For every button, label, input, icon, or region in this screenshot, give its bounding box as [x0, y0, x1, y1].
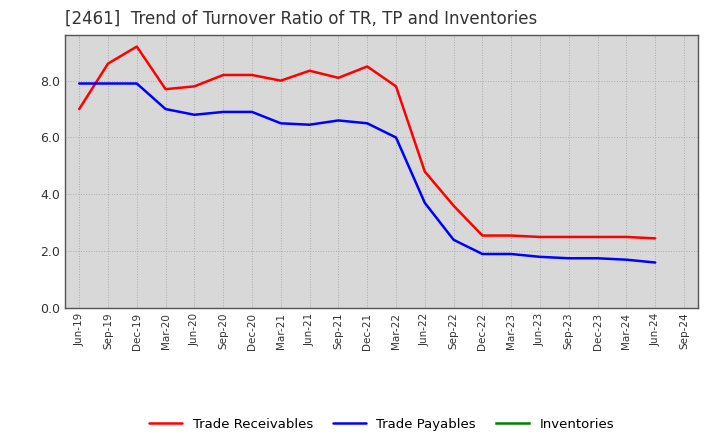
Trade Receivables: [564, 235, 573, 240]
Trade Payables: [104, 81, 112, 86]
Trade Receivables: [507, 233, 516, 238]
Trade Receivables: [305, 68, 314, 73]
Trade Payables: [334, 118, 343, 123]
Trade Payables: [363, 121, 372, 126]
Trade Payables: [305, 122, 314, 127]
Trade Payables: [75, 81, 84, 86]
Legend: Trade Receivables, Trade Payables, Inventories: Trade Receivables, Trade Payables, Inven…: [149, 418, 614, 431]
Trade Payables: [190, 112, 199, 117]
Trade Receivables: [363, 64, 372, 69]
Trade Receivables: [334, 75, 343, 81]
Line: Trade Payables: Trade Payables: [79, 84, 655, 263]
Trade Payables: [132, 81, 141, 86]
Trade Receivables: [248, 72, 256, 77]
Trade Receivables: [449, 203, 458, 209]
Trade Receivables: [593, 235, 602, 240]
Trade Payables: [219, 109, 228, 114]
Trade Receivables: [132, 44, 141, 49]
Trade Receivables: [161, 87, 170, 92]
Trade Receivables: [104, 61, 112, 66]
Trade Payables: [420, 200, 429, 205]
Trade Receivables: [219, 72, 228, 77]
Trade Receivables: [190, 84, 199, 89]
Trade Receivables: [536, 235, 544, 240]
Trade Receivables: [420, 169, 429, 174]
Trade Payables: [161, 106, 170, 112]
Trade Payables: [248, 109, 256, 114]
Trade Payables: [449, 237, 458, 242]
Trade Payables: [536, 254, 544, 260]
Trade Receivables: [622, 235, 631, 240]
Line: Trade Receivables: Trade Receivables: [79, 47, 655, 238]
Trade Payables: [651, 260, 660, 265]
Trade Payables: [622, 257, 631, 262]
Trade Payables: [276, 121, 285, 126]
Trade Receivables: [276, 78, 285, 83]
Trade Payables: [564, 256, 573, 261]
Text: [2461]  Trend of Turnover Ratio of TR, TP and Inventories: [2461] Trend of Turnover Ratio of TR, TP…: [65, 10, 537, 28]
Trade Receivables: [651, 236, 660, 241]
Trade Payables: [507, 251, 516, 257]
Trade Payables: [593, 256, 602, 261]
Trade Receivables: [478, 233, 487, 238]
Trade Receivables: [75, 106, 84, 112]
Trade Payables: [478, 251, 487, 257]
Trade Receivables: [392, 84, 400, 89]
Trade Payables: [392, 135, 400, 140]
